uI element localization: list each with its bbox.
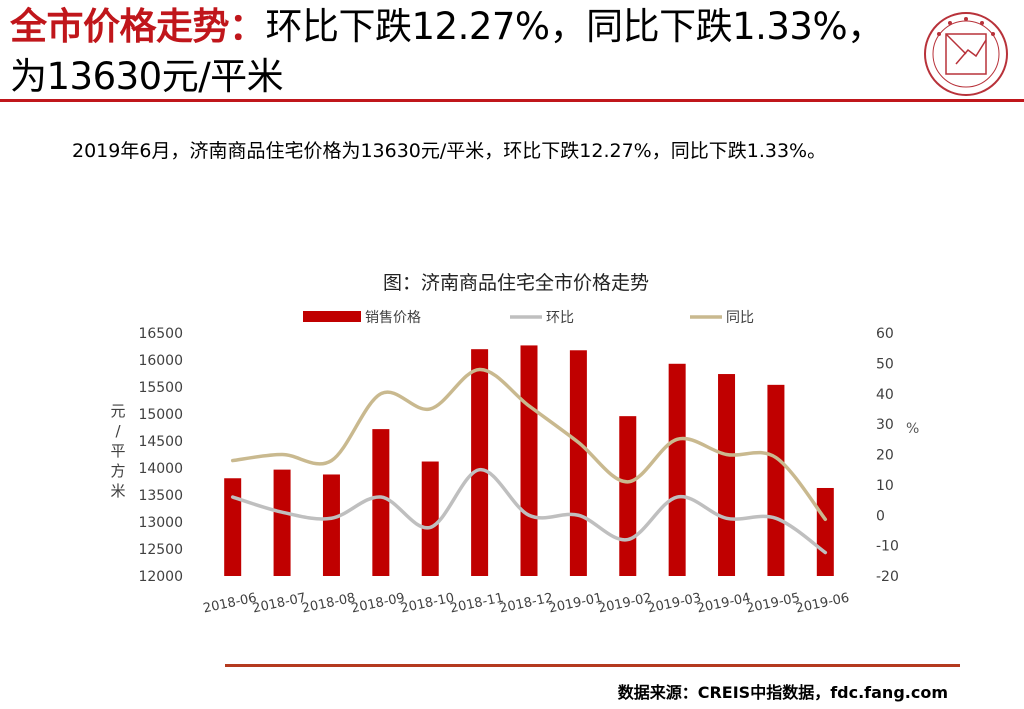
x-tick-label: 2019-03 — [646, 591, 702, 617]
x-tick-label: 2019-06 — [794, 591, 850, 617]
x-tick-label: 2018-06 — [202, 591, 258, 617]
y-tick-label: 16500 — [138, 326, 183, 342]
y-label-char: 平 — [110, 442, 125, 460]
footer-divider — [225, 664, 960, 667]
price-bar — [520, 345, 538, 576]
y2-tick-label: 0 — [876, 508, 885, 524]
x-tick-label: 2018-07 — [251, 591, 307, 617]
y2-tick-label: 10 — [876, 478, 894, 494]
y-label-char: 米 — [110, 482, 125, 500]
price-bar — [224, 478, 242, 576]
x-tick-label: 2018-09 — [350, 591, 406, 617]
y2-tick-label: 60 — [876, 326, 894, 342]
chart-legend: 销售价格 环比 同比 — [303, 310, 754, 326]
price-bar — [471, 349, 489, 576]
x-tick-label: 2019-05 — [745, 591, 801, 617]
price-bar — [816, 487, 834, 576]
y2-tick-label: 30 — [876, 417, 894, 433]
title-divider — [0, 99, 1024, 102]
price-bar — [273, 469, 291, 576]
legend-label: 销售价格 — [365, 310, 421, 326]
x-tick-label: 2018-12 — [498, 591, 554, 617]
price-bar — [767, 384, 785, 576]
y-tick-label: 15000 — [138, 407, 183, 423]
x-tick-label: 2018-11 — [449, 591, 505, 617]
price-bar — [421, 461, 439, 576]
y-tick-label: 12000 — [138, 569, 183, 585]
mom-line — [230, 467, 828, 555]
left-axis: 12000 12500 13000 13500 14000 14500 15000 15500… — [138, 326, 183, 585]
china-index-academy-seal-icon — [924, 12, 1008, 96]
x-tick-label: 2018-10 — [399, 591, 455, 617]
page-title: 全市价格走势：环比下跌12.27%，同比下跌1.33%，为13630元/平米 — [10, 2, 910, 102]
y-tick-label: 13500 — [138, 488, 183, 504]
data-source: 数据来源：CREIS中指数据，fdc.fang.com — [617, 683, 948, 702]
y-tick-label: 14000 — [138, 461, 183, 477]
chart-title: 图：济南商品住宅全市价格走势 — [383, 272, 649, 294]
price-bar — [569, 350, 587, 576]
right-axis: -20 -10 0 10 20 30 40 50 60 — [876, 326, 899, 585]
title-highlight: 全市价格走势： — [10, 5, 266, 48]
x-tick-label: 2019-04 — [696, 591, 752, 617]
legend-label: 环比 — [546, 310, 574, 326]
price-bar — [718, 374, 736, 576]
y2-tick-label: -20 — [876, 569, 899, 585]
summary-text: 2019年6月，济南商品住宅价格为13630元/平米，环比下跌12.27%，同比… — [72, 140, 827, 162]
legend-swatch — [303, 311, 361, 322]
ratio-lines — [230, 367, 828, 555]
price-bars — [224, 345, 834, 576]
y2-tick-label: 40 — [876, 387, 894, 403]
title-rest: 环比下跌12.27%，同比下跌1.33%，为13630元/平米 — [10, 5, 884, 98]
x-axis: 2018-062018-072018-082018-092018-102018-… — [202, 591, 851, 617]
y-label-char: 元 — [110, 402, 125, 420]
y2-tick-label: -10 — [876, 539, 899, 555]
price-trend-chart: 图：济南商品住宅全市价格走势 销售价格 环比 同比 1200012500130001… — [110, 272, 919, 617]
price-bar — [619, 416, 637, 576]
x-tick-label: 2018-08 — [301, 591, 357, 617]
y-tick-label: 15500 — [138, 380, 183, 396]
y2-tick-label: 20 — [876, 448, 894, 464]
price-bar — [322, 474, 340, 576]
right-axis-label: % — [906, 421, 919, 437]
y2-tick-label: 50 — [876, 356, 894, 372]
yoy-line — [230, 367, 828, 522]
price-bar — [372, 429, 390, 576]
y-tick-label: 14500 — [138, 434, 183, 450]
y-tick-label: 13000 — [138, 515, 183, 531]
legend-label: 同比 — [726, 310, 754, 326]
y-tick-label: 16000 — [138, 353, 183, 369]
left-axis-label: 元 / 平方米 — [110, 402, 125, 500]
x-tick-label: 2019-01 — [548, 591, 604, 617]
x-tick-label: 2019-02 — [597, 591, 653, 617]
price-bar — [668, 363, 686, 576]
y-label-char: / — [115, 422, 121, 440]
y-label-char: 方 — [110, 462, 125, 480]
y-tick-label: 12500 — [138, 542, 183, 558]
